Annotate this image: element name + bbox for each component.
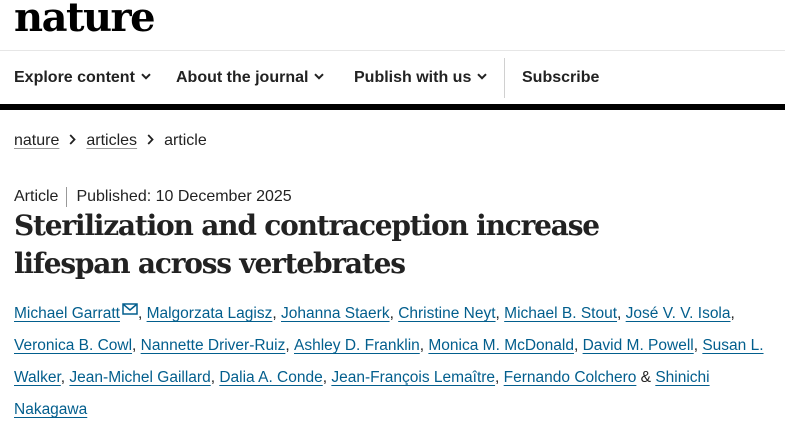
chevron-down-icon xyxy=(141,73,151,80)
author-list: Michael Garratt, Malgorzata Lagisz, Joha… xyxy=(14,298,779,426)
breadcrumb-current: article xyxy=(164,132,207,149)
author-link[interactable]: Shinichi Nakagawa xyxy=(14,369,710,418)
author-list-item: Christine Neyt, xyxy=(398,305,504,322)
author-link[interactable]: David M. Powell xyxy=(582,337,694,354)
breadcrumb-nature[interactable]: nature xyxy=(14,132,60,149)
chevron-right-icon xyxy=(147,132,154,150)
author-list-item: Michael B. Stout, xyxy=(504,305,625,322)
author-list-item: Michael Garratt, xyxy=(14,303,147,322)
divider xyxy=(0,50,785,51)
nav-item-label: Explore content xyxy=(14,69,135,86)
author-separator: , xyxy=(573,337,583,354)
author-link[interactable]: Fernando Colchero xyxy=(503,369,637,386)
author-link[interactable]: Dalia A. Conde xyxy=(219,369,323,386)
chevron-down-icon xyxy=(314,73,325,80)
article-title: Sterilization and contraception increase… xyxy=(14,209,600,280)
author-link[interactable]: Ashley D. Franklin xyxy=(294,337,420,354)
author-list-item: Johanna Staerk, xyxy=(281,305,398,322)
author-list-item: Monica M. McDonald, xyxy=(428,337,582,354)
author-separator: , xyxy=(730,305,735,322)
author-list-item: Jean-Michel Gaillard, xyxy=(69,369,219,386)
author-separator: , xyxy=(132,337,141,354)
chevron-right-icon xyxy=(69,132,77,150)
author-link[interactable]: Nannette Driver-Ruiz xyxy=(140,337,286,354)
nav-item-label: About the journal xyxy=(176,69,309,86)
author-list-item: Ashley D. Franklin, xyxy=(294,337,428,354)
author-list-item: Susan L. Walker, xyxy=(14,337,764,386)
author-separator: , xyxy=(617,305,626,322)
breadcrumb: nature articles article xyxy=(14,131,207,151)
logo-bar: nature xyxy=(0,0,785,50)
nav-item-label: Subscribe xyxy=(522,69,600,86)
author-separator: , xyxy=(210,369,220,386)
author-link[interactable]: Jean-François Lemaître xyxy=(331,369,496,386)
author-separator: , xyxy=(60,369,70,386)
nav-divider xyxy=(504,58,505,98)
author-separator: , xyxy=(389,305,399,322)
author-list-item: Veronica B. Cowl, xyxy=(14,337,141,354)
author-link[interactable]: Johanna Staerk xyxy=(281,305,390,322)
author-list-item: Dalia A. Conde, xyxy=(219,369,331,386)
nav-explore-content[interactable]: Explore content xyxy=(14,51,151,104)
nav-bottom-bar xyxy=(0,104,785,110)
author-link[interactable]: Jean-Michel Gaillard xyxy=(69,369,211,386)
author-separator: , xyxy=(419,337,429,354)
author-separator: , xyxy=(322,369,332,386)
author-separator: , xyxy=(272,305,281,322)
nav-subscribe[interactable]: Subscribe xyxy=(522,51,599,104)
author-separator: , xyxy=(693,337,703,354)
nav-publish-with-us[interactable]: Publish with us xyxy=(354,51,488,104)
author-separator: , xyxy=(495,305,505,322)
author-link[interactable]: Veronica B. Cowl xyxy=(14,337,133,354)
author-list-item: David M. Powell, xyxy=(583,337,703,354)
nav-item-label: Publish with us xyxy=(354,69,472,86)
author-link[interactable]: Michael B. Stout xyxy=(504,305,618,322)
author-separator: & xyxy=(636,369,656,386)
author-list-item: Nannette Driver-Ruiz, xyxy=(141,337,294,354)
breadcrumb-articles[interactable]: articles xyxy=(86,132,138,149)
author-list-item: Shinichi Nakagawa xyxy=(14,369,710,418)
chevron-down-icon xyxy=(477,73,488,80)
main-nav: Explore content About the journal Publis… xyxy=(0,51,785,104)
nature-logo[interactable]: nature xyxy=(14,0,156,41)
author-list-item: Jean-François Lemaître, xyxy=(331,369,503,386)
meta-divider xyxy=(66,187,68,207)
author-link[interactable]: Monica M. McDonald xyxy=(428,337,574,354)
author-list-item: Malgorzata Lagisz, xyxy=(147,305,281,322)
published-date: Published: 10 December 2025 xyxy=(76,188,292,205)
author-link[interactable]: José V. V. Isola xyxy=(625,305,731,322)
author-list-item: José V. V. Isola, xyxy=(626,305,735,322)
author-link[interactable]: Susan L. Walker xyxy=(14,337,764,386)
nav-about-the-journal[interactable]: About the journal xyxy=(176,51,325,104)
mail-icon[interactable] xyxy=(122,303,138,315)
author-separator: , xyxy=(285,337,294,354)
article-meta: Article Published: 10 December 2025 xyxy=(14,186,292,208)
author-link[interactable]: Michael Garratt xyxy=(14,305,120,322)
author-list-item: Fernando Colchero & xyxy=(504,369,656,386)
author-separator: , xyxy=(495,369,504,386)
author-separator: , xyxy=(137,305,147,322)
author-link[interactable]: Malgorzata Lagisz xyxy=(146,305,273,322)
article-type: Article xyxy=(14,188,59,205)
author-link[interactable]: Christine Neyt xyxy=(398,305,496,322)
